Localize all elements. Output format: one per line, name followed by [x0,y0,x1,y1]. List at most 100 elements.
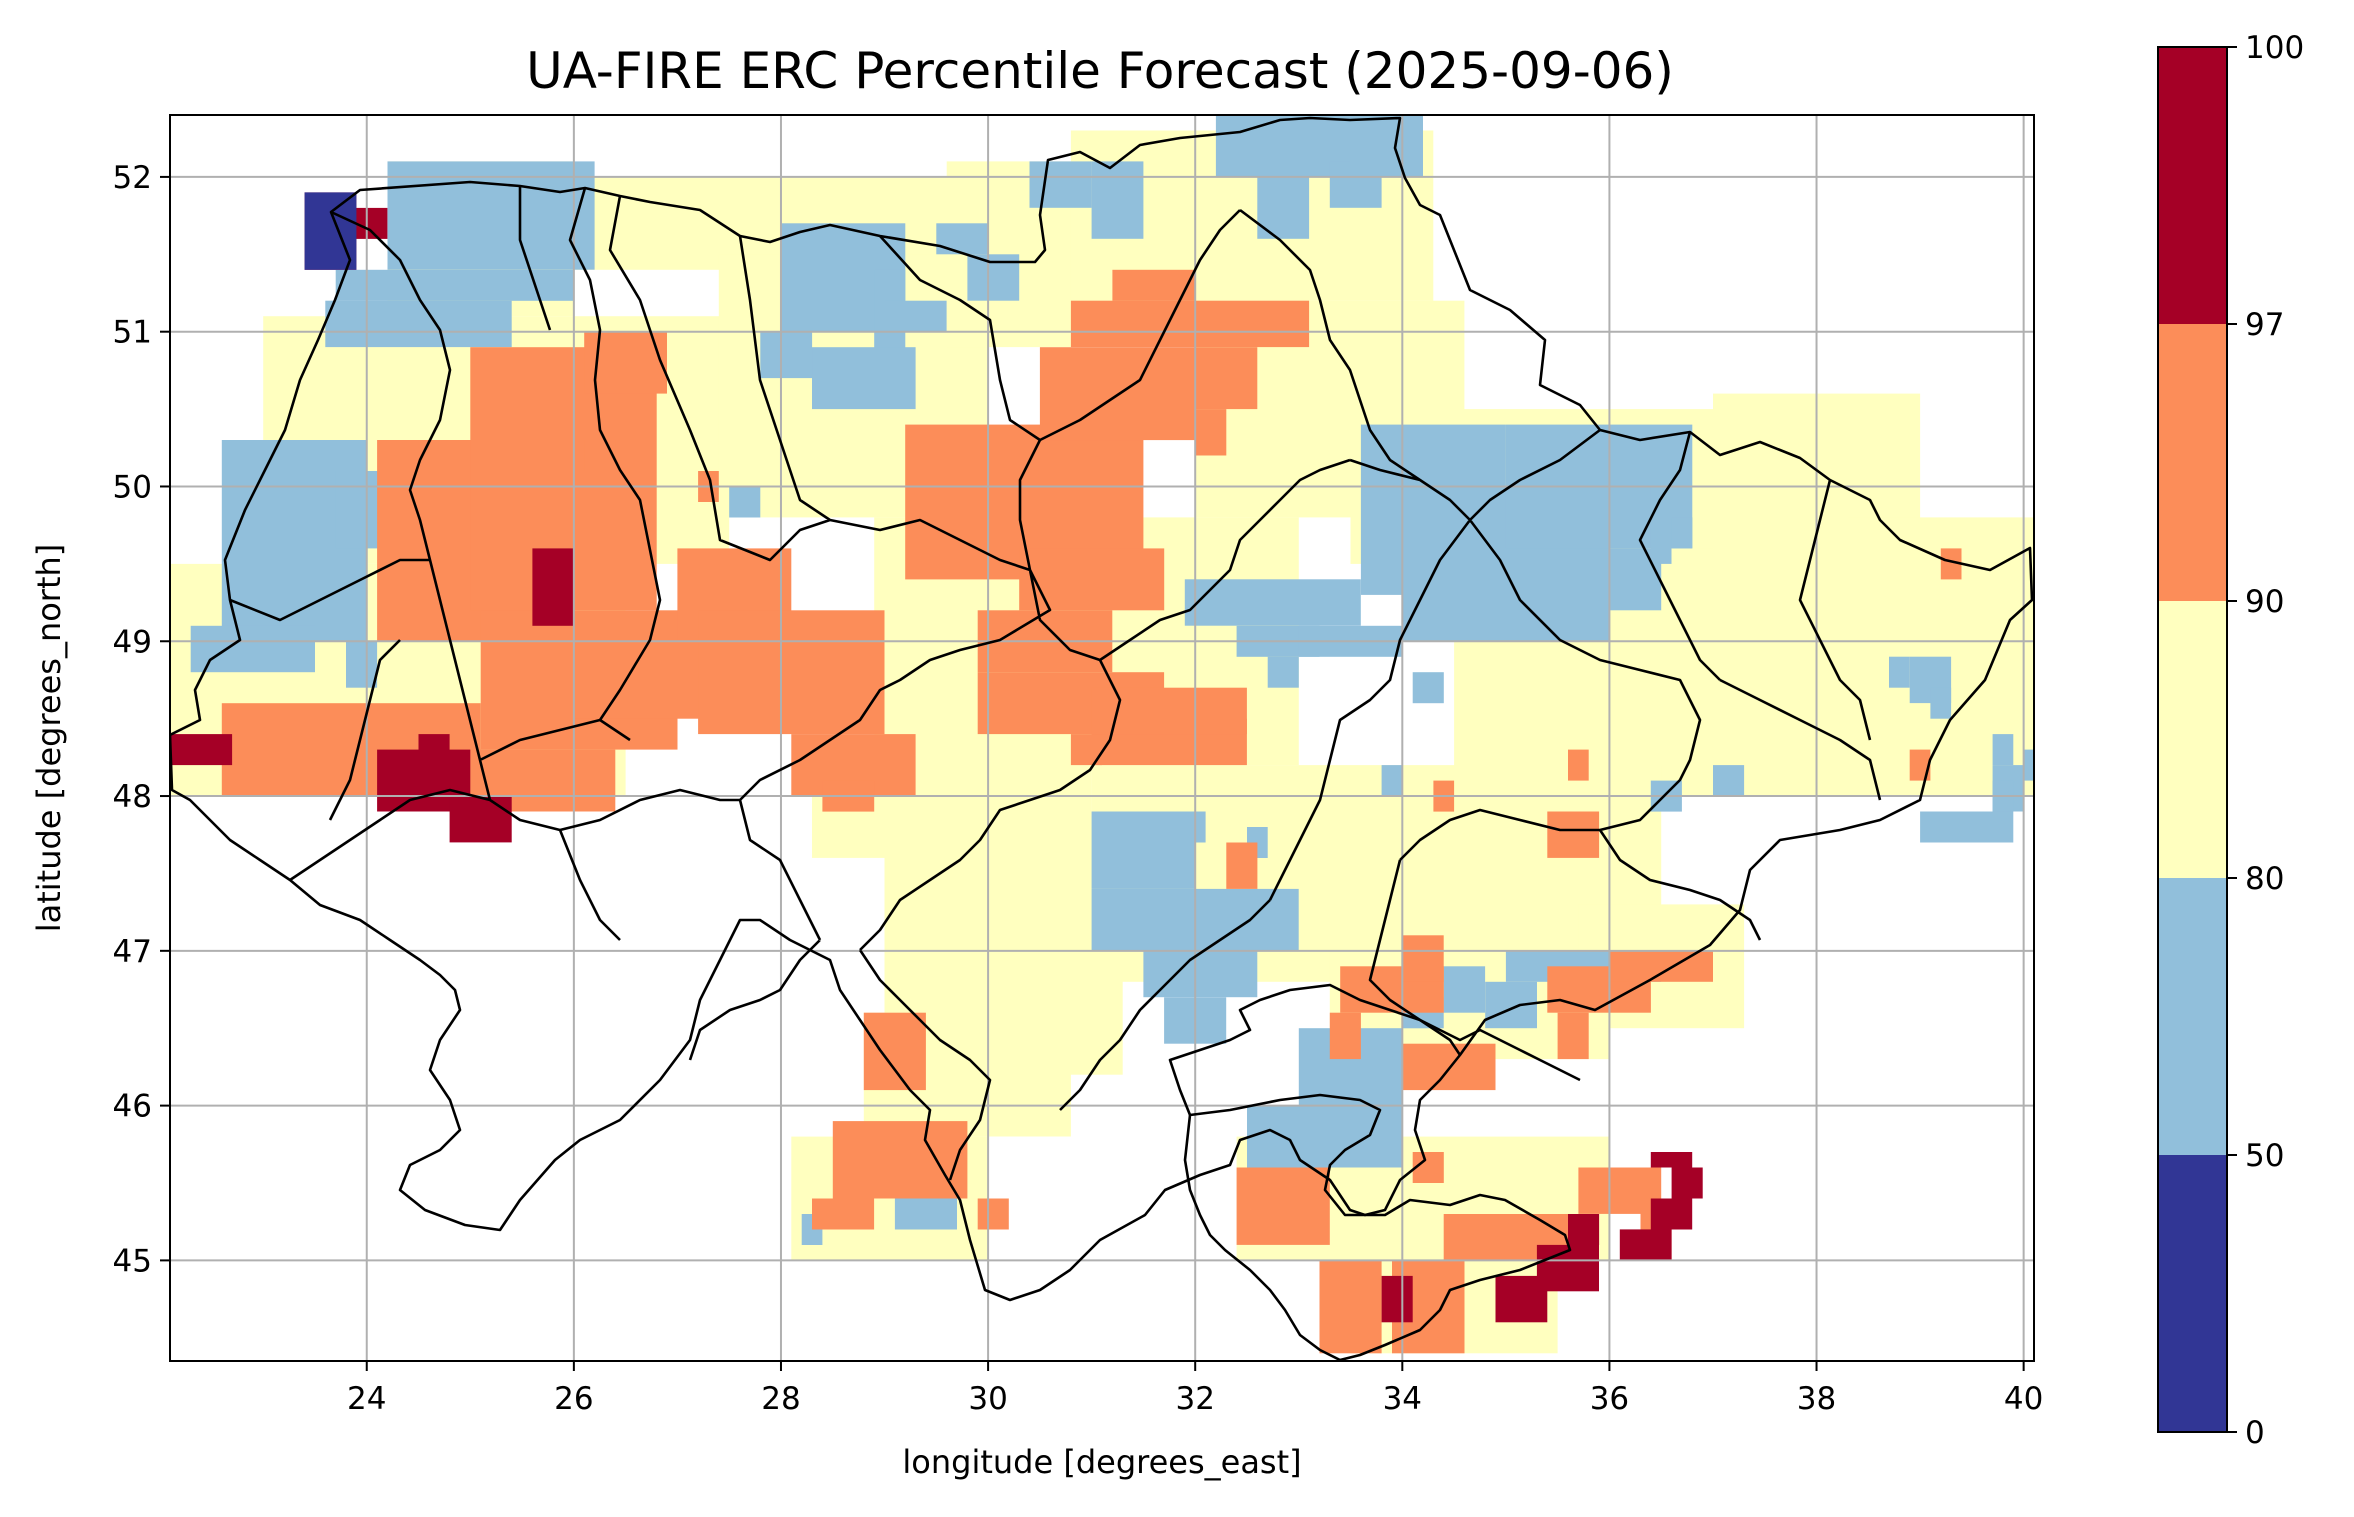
erc-cell-block-cat-4 [1650,1198,1693,1230]
colorbar-tick-label: 100 [2245,30,2304,66]
erc-cell-block-cat-1 [1992,734,2014,766]
x-tick-label: 40 [2004,1381,2043,1417]
colorbar: 0 50 80 90 97 100 [2157,30,2304,1451]
erc-cell-block-cat-1 [1412,672,1444,704]
erc-cell-block-cat-3 [584,440,616,471]
y-axis-ticks: 45 46 47 48 49 50 51 52 [113,160,170,1279]
y-tick-label: 45 [113,1243,152,1279]
erc-cell-block-cat-3 [1940,548,1962,580]
erc-cell-block-cat-4 [1619,1229,1672,1261]
colorbar-frame [2157,46,2228,1433]
erc-cell-block-cat-1 [1143,950,1258,998]
erc-cell-block-cat-1 [1930,687,1952,719]
erc-cell-block-cat-1 [1350,115,1423,177]
y-tick-label: 50 [113,469,152,505]
erc-cell-block-cat-4 [1568,1214,1600,1245]
erc-cell-block-cat-4 [1650,1152,1693,1168]
x-axis-label: longitude [degrees_east] [902,1443,1301,1481]
colorbar-tick-label: 0 [2245,1415,2265,1451]
chart-title: UA-FIRE ERC Percentile Forecast (2025-09… [526,42,1674,100]
erc-cell-block-cat-3 [1195,347,1258,410]
x-tick-label: 34 [1383,1381,1422,1417]
erc-cell-block-cat-3 [1070,300,1310,348]
erc-cell-block-cat-1 [936,223,989,255]
colorbar-blocks [2158,47,2227,1432]
country-border [170,116,2034,1302]
x-tick-label: 38 [1797,1381,1836,1417]
erc-cell-block-cat-1 [325,300,512,348]
y-tick-label: 46 [113,1089,152,1125]
colorbar-block [2158,601,2227,878]
erc-cell-block-cat-3 [812,1198,875,1230]
x-tick-label: 32 [1175,1381,1214,1417]
erc-cell-block-cat-3 [1226,842,1258,889]
erc-cell-block-cat-3 [1236,1167,1330,1245]
erc-cell-block-cat-1 [760,331,813,379]
erc-cell-block-cat-4 [449,796,512,843]
x-tick-label: 26 [554,1381,593,1417]
y-tick-label: 52 [113,160,152,196]
erc-cell-block-cat-1 [190,625,315,673]
erc-cell-block-cat-3 [1412,1152,1444,1183]
x-tick-label: 30 [968,1381,1007,1417]
erc-cell-block-cat-4 [1671,1167,1703,1199]
erc-cell-block-cat-1 [1443,966,1486,1013]
erc-cell-block-cat-1 [1029,161,1092,208]
erc-cell-block-cat-1 [1713,765,1745,797]
erc-percentile-cells [170,115,2034,1354]
erc-cell-block-cat-3 [1568,749,1589,781]
erc-cell-block-cat-4 [418,734,450,766]
crimea-border [1183,1093,1572,1361]
colorbar-tick-label: 97 [2245,307,2284,343]
erc-cell-block-cat-3 [1609,950,1713,982]
erc-cell-block-cat-1 [1267,656,1299,688]
erc-cell-block-cat-1 [1889,656,1910,688]
colorbar-tick-label: 80 [2245,861,2284,897]
colorbar-block [2158,878,2227,1155]
colorbar-block [2158,47,2227,324]
erc-cell-block-cat-1 [2023,749,2034,781]
erc-cell-block-cat-3 [698,610,885,735]
colorbar-block [2158,1155,2227,1432]
erc-cell-block-cat-1 [1091,161,1144,239]
x-tick-label: 36 [1590,1381,1629,1417]
erc-cell-block-cat-1 [884,300,947,332]
erc-cell-block-cat-1 [1381,765,1403,797]
erc-cell-block-cat-1 [894,1198,957,1230]
erc-cell-block-cat-4 [532,548,574,626]
azov-coast [1168,983,1581,1116]
erc-cell-block-cat-4 [170,734,233,766]
erc-cell-block-cat-3 [1402,935,1444,982]
erc-cell-block-cat-4 [1536,1244,1599,1292]
erc-cell-block-cat-1 [729,486,761,518]
erc-cell-block-cat-3 [977,1198,1009,1230]
colorbar-block [2158,324,2227,601]
colorbar-ticks: 0 50 80 90 97 100 [2227,30,2304,1451]
erc-cell-block-cat-3 [1329,1012,1361,1060]
x-tick-label: 28 [761,1381,800,1417]
erc-cell-block-cat-1 [1184,579,1361,626]
y-axis-label: latitude [degrees_north] [30,544,68,933]
colorbar-tick-label: 90 [2245,584,2284,620]
erc-cell-block-cat-1 [1671,517,1693,549]
plot-frame [169,114,2035,1362]
erc-cell-block-cat-3 [1091,687,1247,735]
y-tick-label: 51 [113,315,152,351]
y-tick-label: 49 [113,624,152,660]
erc-cell-block-cat-3 [1195,409,1227,456]
erc-cell-block-cat-1 [346,641,378,688]
y-tick-label: 48 [113,779,152,815]
colorbar-tick-label: 50 [2245,1138,2284,1174]
gridlines [170,115,2034,1361]
admin-boundaries [170,116,2034,1361]
erc-cell-block-cat-3 [1547,811,1600,858]
oblast-boundaries [229,186,1882,1181]
erc-cell-block-cat-3 [1557,1012,1589,1060]
erc-cell-block-cat-1 [1920,811,2014,843]
erc-cell-block-cat-3 [1909,749,1931,781]
erc-cell-block-cat-1 [1174,811,1206,843]
erc-cell-block-cat-1 [812,347,916,410]
erc-cell-block-cat-1 [387,161,595,270]
erc-cell-block-cat-3 [1319,1260,1382,1354]
